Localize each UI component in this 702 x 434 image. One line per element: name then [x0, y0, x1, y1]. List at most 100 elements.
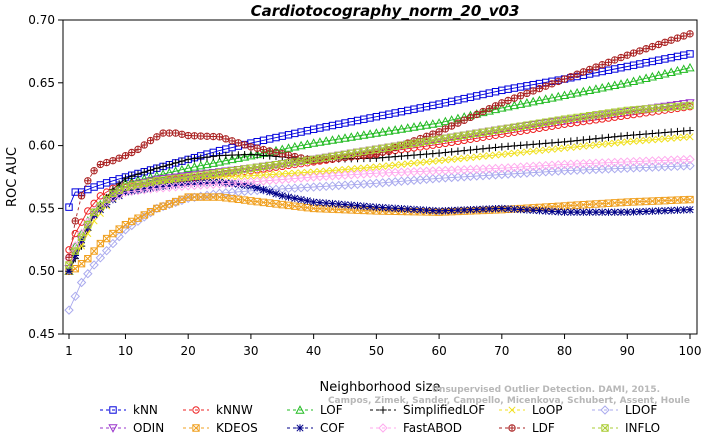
point-cof — [372, 203, 381, 211]
point-cof — [303, 197, 312, 205]
point-ldf — [510, 94, 519, 102]
point-ldof — [685, 160, 695, 171]
legend-label-odin: ODIN — [133, 421, 164, 434]
point-lof — [628, 76, 639, 85]
point-cof — [604, 208, 613, 216]
point-inflo — [253, 163, 261, 172]
point-ldf — [234, 139, 243, 147]
point-cof — [473, 205, 481, 214]
point-kdeos — [159, 202, 167, 210]
point-cof — [491, 204, 500, 213]
point-inflo — [648, 104, 657, 113]
point-loop — [410, 159, 418, 167]
point-cof — [404, 205, 412, 213]
point-cof — [146, 184, 155, 192]
point-cof — [84, 223, 92, 231]
point-loop — [592, 141, 600, 149]
point-cof — [77, 236, 86, 244]
point-simplifiedlof — [416, 150, 424, 159]
point-lof — [415, 121, 425, 130]
legend-item-loop: LoOP — [499, 403, 563, 417]
point-cof — [523, 206, 531, 214]
point-cof — [466, 205, 475, 214]
legend-label-simplifiedlof: SimplifiedLOF — [403, 403, 485, 417]
point-inflo — [523, 121, 531, 129]
point-lof — [214, 157, 225, 166]
point-ldf — [460, 116, 468, 124]
point-loop — [673, 134, 682, 142]
point-loop — [291, 169, 299, 177]
point-ldof — [76, 277, 87, 288]
legend-item-ldf: LDF — [499, 421, 555, 434]
point-ldof — [89, 260, 99, 270]
point-lof — [327, 135, 338, 144]
point-inflo — [90, 208, 98, 216]
point-inflo — [291, 158, 299, 166]
point-lof — [635, 74, 645, 84]
point-inflo — [410, 139, 418, 148]
point-inflo — [153, 177, 161, 185]
point-inflo — [115, 186, 123, 194]
x-tick-label: 70 — [494, 344, 509, 358]
point-simplifiedlof — [215, 151, 224, 160]
x-tick-label: 40 — [306, 344, 321, 358]
point-lof — [365, 129, 375, 138]
point-odin — [183, 172, 193, 181]
point-inflo — [498, 125, 506, 133]
point-lof — [660, 68, 670, 78]
point-inflo — [460, 131, 468, 140]
point-lof — [509, 100, 520, 110]
point-cof — [353, 201, 362, 210]
point-ldf — [184, 131, 192, 140]
point-cof — [397, 204, 406, 213]
point-lof — [302, 139, 313, 149]
point-inflo — [322, 153, 330, 162]
x-tick-label: 1 — [65, 344, 73, 358]
point-ldf — [209, 132, 217, 141]
point-cof — [585, 208, 594, 216]
x-axis: 1 10 20 30 40 50 60 70 80 90 100 — [65, 334, 701, 358]
point-lof — [553, 91, 563, 101]
point-simplifiedlof — [253, 151, 261, 159]
point-loop — [448, 155, 456, 163]
point-simplifiedlof — [153, 164, 161, 172]
point-cof — [573, 208, 581, 216]
x-tick-label: 100 — [679, 344, 702, 358]
point-inflo — [598, 110, 606, 118]
point-cof — [416, 206, 424, 214]
point-ldf — [661, 38, 669, 46]
chart-title: Cardiotocography_norm_20_v03 — [251, 2, 520, 20]
plot-area — [64, 30, 695, 315]
point-loop — [604, 140, 613, 148]
point-loop — [316, 167, 324, 176]
point-simplifiedlof — [128, 172, 136, 180]
point-simplifiedlof — [410, 151, 418, 159]
point-simplifiedlof — [611, 133, 619, 141]
point-simplifiedlof — [190, 154, 199, 163]
point-inflo — [272, 160, 280, 169]
point-inflo — [592, 111, 600, 119]
point-cof — [510, 205, 519, 213]
point-inflo — [65, 261, 73, 269]
series-ldof — [64, 160, 695, 315]
point-loop — [353, 164, 362, 173]
point-loop — [441, 156, 449, 164]
legend-marker-knn — [109, 406, 117, 414]
point-ldf — [548, 80, 556, 88]
point-ldf — [479, 107, 487, 116]
point-kdeos — [146, 207, 155, 216]
point-inflo — [654, 104, 663, 112]
point-lof — [321, 136, 331, 145]
point-simplifiedlof — [447, 148, 456, 156]
point-inflo — [479, 128, 487, 136]
point-cof — [134, 186, 142, 194]
point-loop — [661, 135, 669, 143]
point-cof — [479, 205, 487, 213]
point-lof — [377, 127, 388, 136]
point-kdeos — [165, 200, 174, 208]
point-lof — [497, 103, 507, 112]
point-inflo — [77, 233, 86, 241]
point-ldf — [102, 158, 111, 167]
point-inflo — [567, 114, 575, 123]
